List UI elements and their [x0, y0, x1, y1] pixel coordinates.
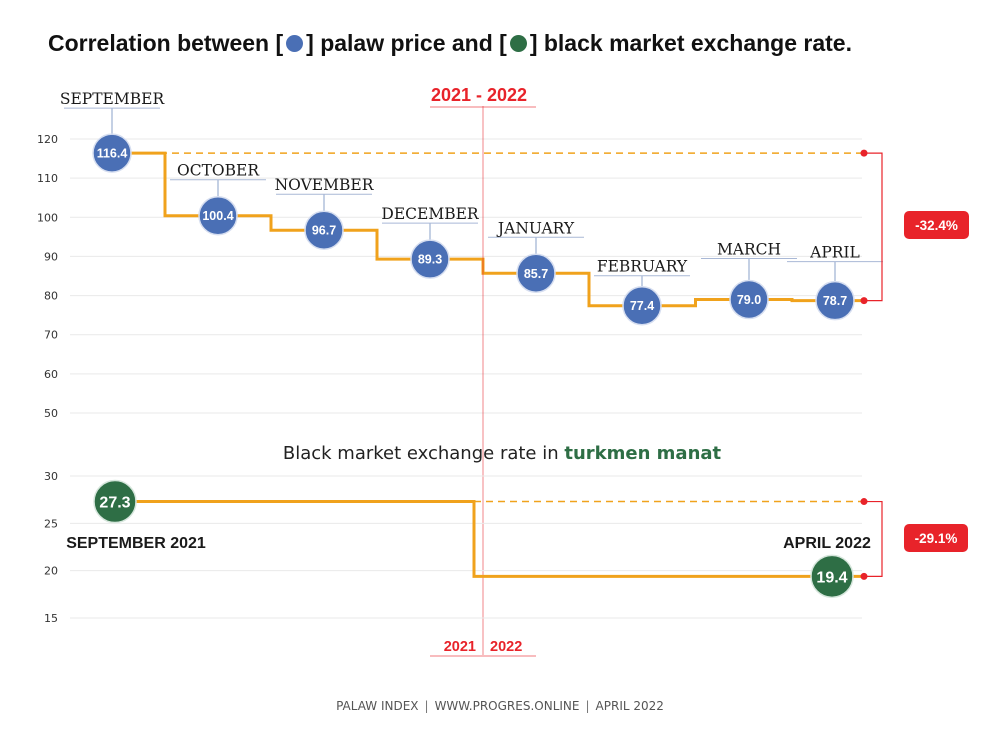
title-part-1: Correlation between [ — [48, 30, 284, 56]
green-dot-icon — [509, 35, 527, 52]
price-change-bracket — [864, 152, 883, 302]
price-value-label-1: 100.4 — [202, 209, 233, 223]
chart-title: Correlation between [ ] palaw price and [… — [48, 30, 988, 66]
rate-step-line — [115, 500, 864, 578]
rate-point-0 — [93, 479, 137, 524]
month-label-1: OCTOBER — [177, 162, 260, 180]
price-value-label-5: 77.4 — [630, 299, 654, 313]
period-label: 2021 - 2022 — [431, 85, 527, 105]
price-value-label-7: 78.7 — [823, 294, 847, 308]
title-part-2: ] palaw price and [ — [306, 30, 507, 56]
y-tick-price-7: 120 — [37, 133, 58, 146]
rate-value-label-0: 27.3 — [99, 495, 130, 512]
footer-separator-2: | — [585, 699, 590, 713]
y-tick-price-5: 100 — [37, 211, 58, 224]
blue-dot-icon — [286, 35, 304, 52]
rate-category-label-0: SEPTEMBER 2021 — [66, 535, 206, 552]
price-value-label-2: 96.7 — [312, 224, 336, 238]
footer-index: PALAW INDEX — [336, 699, 419, 713]
y-tick-price-1: 60 — [44, 368, 58, 381]
y-tick-rate-0: 15 — [44, 612, 58, 625]
rate-bracket-dot-top — [860, 498, 868, 506]
rate-change-badge — [904, 524, 968, 552]
footer-site: WWW.PROGRES.ONLINE — [434, 699, 580, 713]
month-label-6: MARCH — [717, 240, 781, 258]
price-point-3 — [410, 239, 450, 279]
rate-value-label-1: 19.4 — [816, 569, 847, 586]
title-part-3: ] black market exchange rate. — [529, 30, 852, 56]
price-point-0 — [92, 133, 132, 173]
price-value-label-6: 79.0 — [737, 293, 761, 307]
rate-bracket-dot-bottom — [860, 572, 868, 580]
y-tick-rate-1: 20 — [44, 565, 58, 578]
month-label-0: SEPTEMBER — [60, 90, 166, 108]
price-point-5 — [622, 285, 662, 326]
month-label-7: APRIL — [809, 244, 860, 262]
rate-category-label-1: APRIL 2022 — [783, 535, 871, 552]
price-bracket-dot-top — [860, 149, 868, 157]
year-label-left: 2021 — [444, 639, 476, 655]
price-value-label-0: 116.4 — [97, 147, 128, 161]
y-tick-price-6: 110 — [37, 172, 58, 185]
price-point-4 — [516, 253, 556, 294]
rate-chart-title-accent: turkmen manat — [564, 443, 721, 464]
year-label-right: 2022 — [490, 639, 522, 655]
y-tick-price-2: 70 — [44, 329, 58, 342]
month-label-4: JANUARY — [496, 219, 575, 237]
y-tick-price-0: 50 — [44, 407, 58, 420]
y-tick-rate-2: 25 — [44, 517, 58, 530]
price-point-2 — [304, 210, 344, 250]
price-bracket-dot-bottom — [860, 297, 868, 305]
price-point-1 — [198, 195, 238, 236]
rate-change-bracket — [864, 500, 883, 577]
month-label-5: FEBRUARY — [597, 258, 688, 276]
chart-canvas: 50 60 70 80 90 100 110 120 SEPTEMBER 116.4 OCTOBER… — [37, 85, 969, 657]
footer: PALAW INDEX | WWW.PROGRES.ONLINE | APRIL 202… — [0, 699, 1000, 713]
footer-date: APRIL 2022 — [595, 699, 664, 713]
price-value-label-3: 89.3 — [418, 253, 442, 267]
price-point-7 — [815, 280, 855, 321]
month-label-3: DECEMBER — [381, 205, 479, 223]
rate-change-label: -29.1% — [915, 531, 958, 546]
month-label-2: NOVEMBER — [275, 176, 375, 194]
y-tick-price-4: 90 — [44, 250, 58, 263]
footer-separator-1: | — [424, 699, 429, 713]
price-point-6 — [729, 279, 769, 320]
price-change-badge — [904, 211, 969, 239]
rate-chart-title: Black market exchange rate in turkmen ma… — [283, 443, 722, 464]
y-tick-price-3: 80 — [44, 290, 58, 303]
price-value-label-4: 85.7 — [524, 267, 548, 281]
rate-chart-title-prefix: Black market exchange rate in — [283, 443, 565, 464]
price-change-label: -32.4% — [915, 218, 958, 233]
y-tick-rate-3: 30 — [44, 470, 58, 483]
rate-point-1 — [810, 554, 854, 599]
